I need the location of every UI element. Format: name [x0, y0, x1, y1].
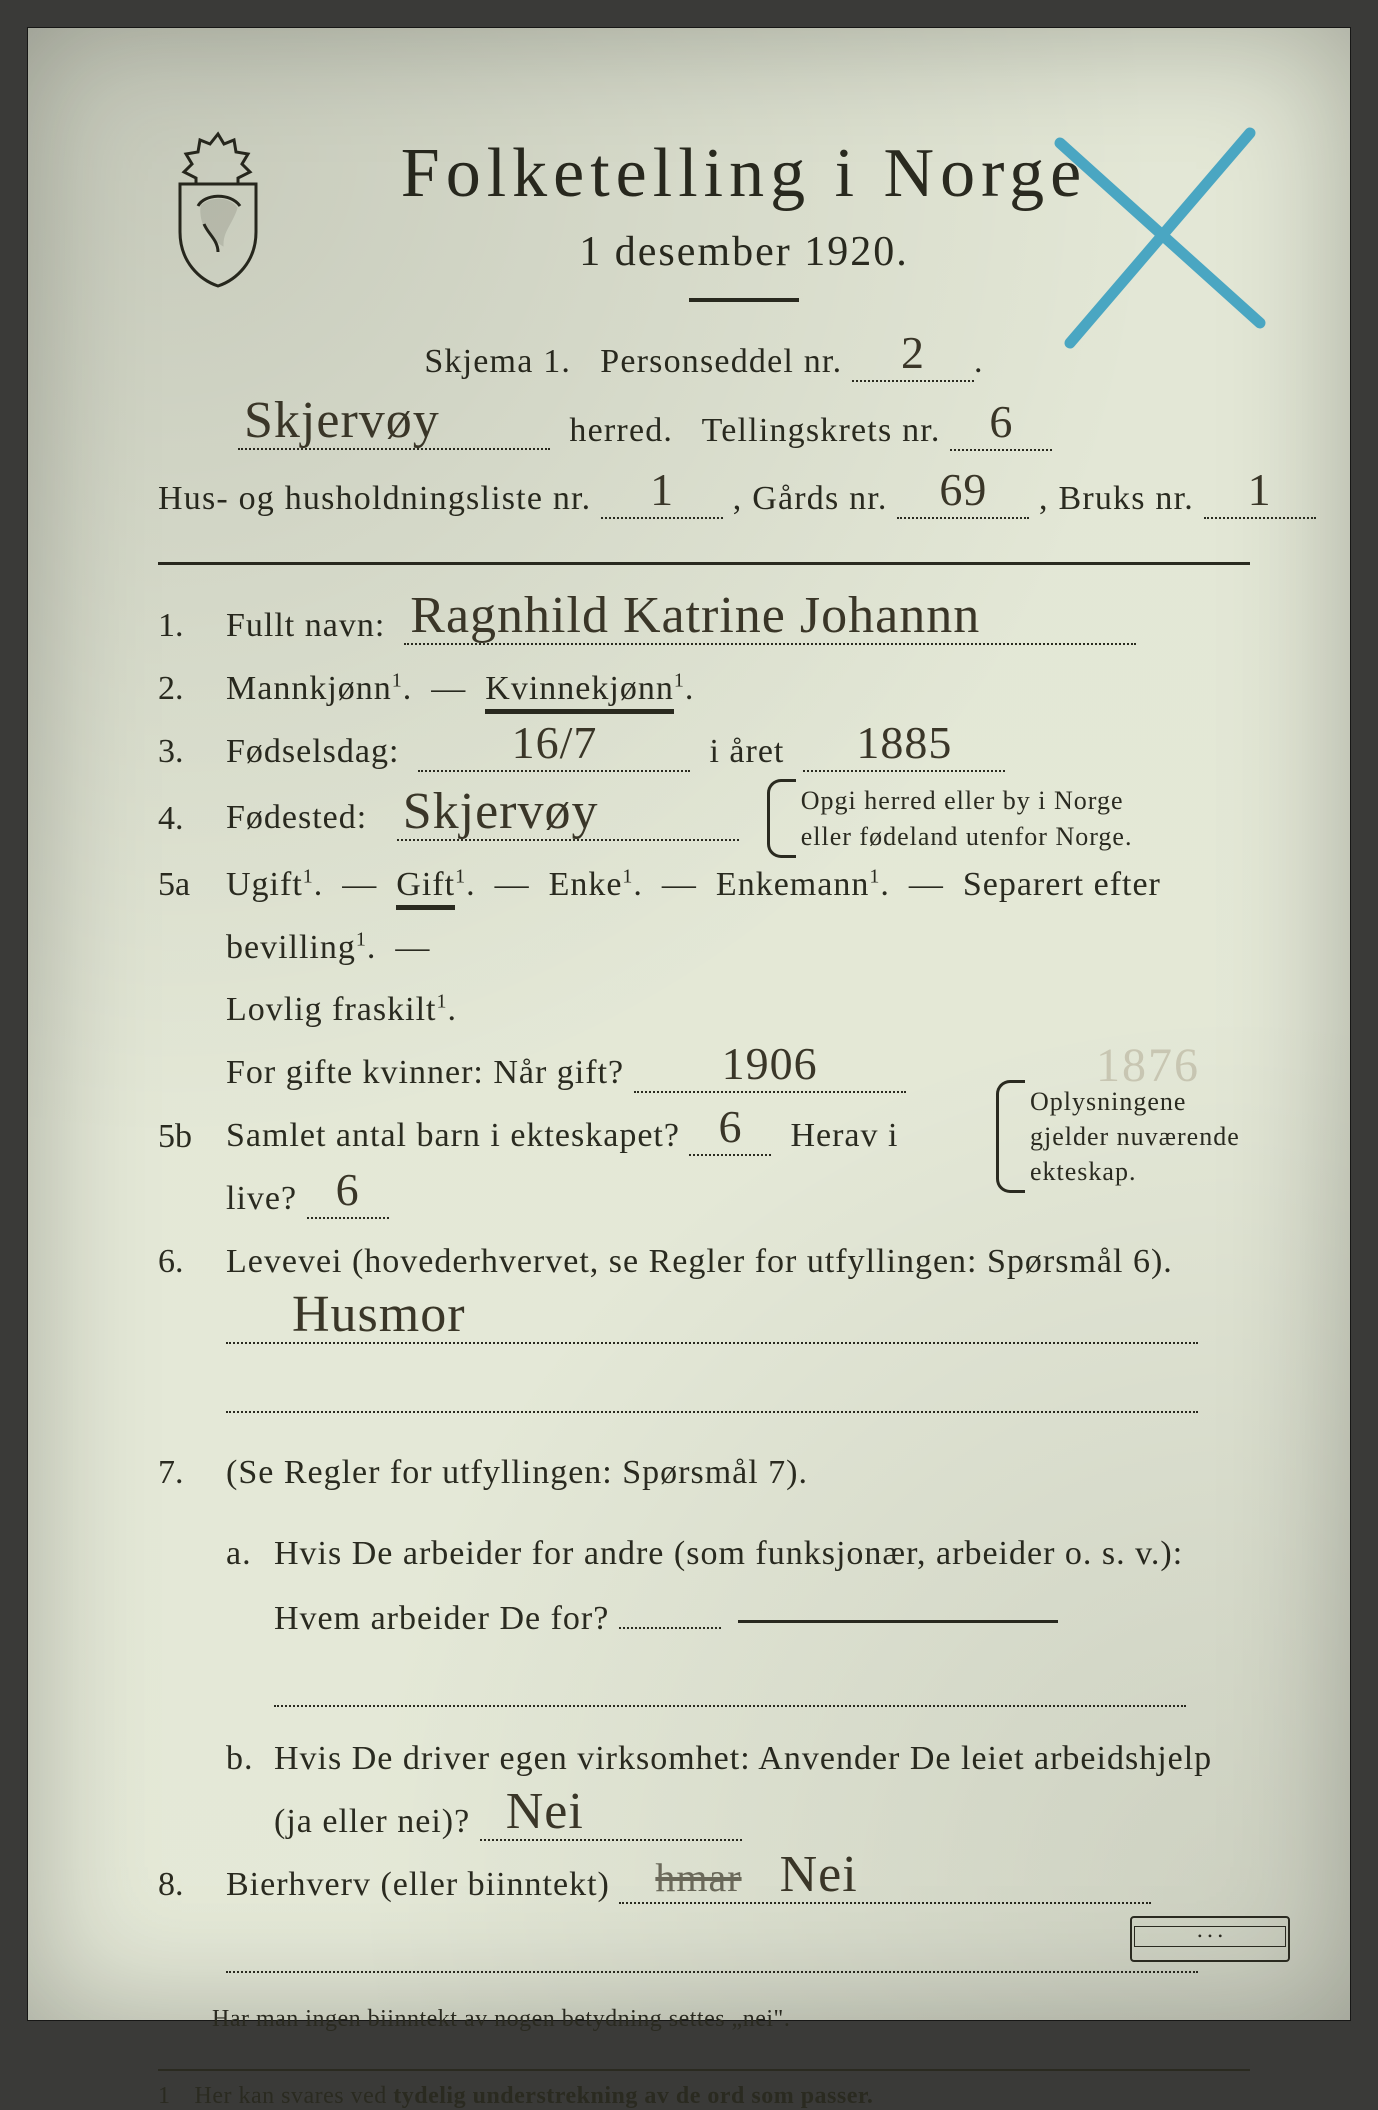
footnote-2: 1 Her kan svares ved tydelig understrekn… [158, 2083, 1250, 2110]
q6-label: Levevei (hovederhvervet, se Regler for u… [226, 1243, 1173, 1280]
q7a-blank [274, 1663, 1186, 1707]
hushold-label: Hus- og husholdningsliste nr. [158, 480, 591, 517]
q7a-letter: a. [226, 1523, 260, 1586]
q7b-value: Nei [486, 1783, 584, 1840]
footnote-rule [158, 2069, 1250, 2071]
q7a-label2: Hvem arbeider De for? [274, 1600, 609, 1637]
coat-of-arms-icon [158, 128, 278, 288]
footnote-2-bold: tydelig understrekning av de ord som pas… [393, 2083, 873, 2109]
q1-label: Fullt navn: [226, 607, 385, 644]
q4-note: Opgi herred eller by i Norge eller fødel… [767, 783, 1133, 853]
q8-struck: hmar [655, 1855, 741, 1900]
list-line: Hus- og husholdningsliste nr. 1 , Gårds … [158, 467, 1250, 532]
q6-num: 6. [158, 1243, 212, 1281]
q5b-label-a: For gifte kvinner: Når gift? [226, 1054, 624, 1091]
q6-row: 6. Levevei (hovederhvervet, se Regler fo… [158, 1231, 1250, 1420]
personseddel-nr: 2 [901, 327, 925, 378]
q5b-note-b: gjelder nuværende [1030, 1122, 1240, 1151]
q5b-num: 5b [158, 1118, 212, 1156]
printer-mark: • • • [1130, 1916, 1290, 1962]
title-line-1: Folketelling i Norge [318, 134, 1170, 214]
schema-line: Skjema 1. Personseddel nr. 2. [158, 330, 1250, 395]
q4-row: 4. Fødested: Skjervøy Opgi herred eller … [158, 783, 1250, 853]
q8-value: Nei [780, 1846, 858, 1903]
title-rule [689, 298, 799, 302]
gards-label: Gårds nr. [752, 480, 887, 517]
q7a-label1: Hvis De arbeider for andre (som funksjon… [274, 1535, 1183, 1572]
q5b-val-a: 1906 [722, 1038, 818, 1089]
personseddel-label: Personseddel nr. [600, 343, 842, 380]
q5a-num: 5a [158, 866, 212, 904]
q7-label: (Se Regler for utfyllingen: Spørsmål 7). [226, 1454, 808, 1491]
title-line-2: 1 desember 1920. [318, 228, 1170, 276]
skjema-label: Skjema 1. [424, 343, 571, 380]
q5a-opt-4: Separert efter bevilling [226, 866, 1161, 966]
separator-1 [158, 562, 1250, 565]
q2-opt-m: Mannkjønn [226, 670, 392, 707]
q8-blank [226, 1929, 1198, 1973]
q7-row: 7. (Se Regler for utfyllingen: Spørsmål … [158, 1442, 1250, 1854]
herred-line: Skjervøy herred. Tellingskrets nr. 6 [158, 399, 1250, 464]
q5b-note: Oplysningene gjelder nuværende ekteskap. [996, 1084, 1250, 1189]
q3-mid: i året [709, 733, 784, 770]
q6-value: Husmor [232, 1286, 466, 1343]
q7a-value [619, 1585, 721, 1629]
q4-note-a: Opgi herred eller by i Norge [801, 786, 1124, 815]
q4-num: 4. [158, 800, 212, 838]
gards-nr: 69 [939, 464, 987, 515]
q6-blank-2 [226, 1369, 1198, 1413]
q4-note-b: eller fødeland utenfor Norge. [801, 822, 1133, 851]
viewport: Folketelling i Norge 1 desember 1920. Sk… [0, 0, 1378, 2048]
q5a-opt-5: Lovlig fraskilt [226, 991, 436, 1028]
q3-year: 1885 [856, 717, 952, 768]
herred-name: Skjervøy [244, 392, 440, 449]
q4-label: Fødested: [226, 787, 367, 850]
q5a-opt-2: Enke [549, 866, 623, 903]
q5b-val-b: 6 [718, 1101, 742, 1152]
q5a-opt-1: Gift [396, 866, 455, 910]
tellingskrets-label: Tellingskrets nr. [702, 412, 941, 449]
q5b-note-a: Oplysningene [1030, 1087, 1186, 1116]
q5b-val-c: 6 [336, 1164, 360, 1215]
footnote-1: Har man ingen biinntekt av nogen betydni… [158, 2006, 1250, 2033]
q8-num: 8. [158, 1866, 212, 1904]
q7b-letter: b. [226, 1728, 260, 1791]
q4-value: Skjervøy [403, 783, 599, 840]
title-block: Folketelling i Norge 1 desember 1920. [318, 128, 1250, 320]
footnote-2-num: 1 [158, 2083, 188, 2110]
q8-row: 8. Bierhverv (eller biinntekt) hmar Nei [158, 1854, 1250, 1980]
q5b-note-c: ekteskap. [1030, 1157, 1136, 1186]
q1-row: 1. Fullt navn: Ragnhild Katrine Johannn [158, 595, 1250, 658]
hushold-nr: 1 [650, 464, 674, 515]
bruks-nr: 1 [1248, 464, 1272, 515]
q7-num: 7. [158, 1454, 212, 1492]
q2-opt-k: Kvinnekjønn [485, 670, 674, 714]
q5b-row: 5b For gifte kvinner: Når gift? 1906 Sam… [158, 1042, 1250, 1231]
tellingskrets-nr: 6 [989, 396, 1013, 447]
q2-row: 2. Mannkjønn1. — Kvinnekjønn1. [158, 658, 1250, 721]
bruks-label: Bruks nr. [1058, 480, 1193, 517]
q3-day: 16/7 [512, 717, 598, 768]
footnote-2-pre: Her kan svares ved [195, 2083, 394, 2109]
q1-num: 1. [158, 607, 212, 645]
q5a-opt-0: Ugift [226, 866, 303, 903]
q3-num: 3. [158, 733, 212, 771]
q5a-row: 5a Ugift1. — Gift1. — Enke1. — Enkemann1… [158, 854, 1250, 1043]
q7b-label1: Hvis De driver egen virksomhet: Anvender… [274, 1740, 1212, 1777]
q8-label: Bierhverv (eller biinntekt) [226, 1866, 610, 1903]
q3-row: 3. Fødselsdag: 16/7 i året 1885 [158, 721, 1250, 784]
census-form-page: Folketelling i Norge 1 desember 1920. Sk… [28, 28, 1350, 2020]
q5b-label-b: Samlet antal barn i ekteskapet? [226, 1117, 680, 1154]
herred-label: herred. [569, 412, 673, 449]
header: Folketelling i Norge 1 desember 1920. [158, 128, 1250, 320]
q7a-dash [738, 1620, 1058, 1623]
q5a-opt-3: Enkemann [716, 866, 869, 903]
q2-num: 2. [158, 670, 212, 708]
q3-label: Fødselsdag: [226, 733, 399, 770]
q1-value: Ragnhild Katrine Johannn [410, 587, 980, 644]
q7b-label2: (ja eller nei)? [274, 1803, 470, 1840]
